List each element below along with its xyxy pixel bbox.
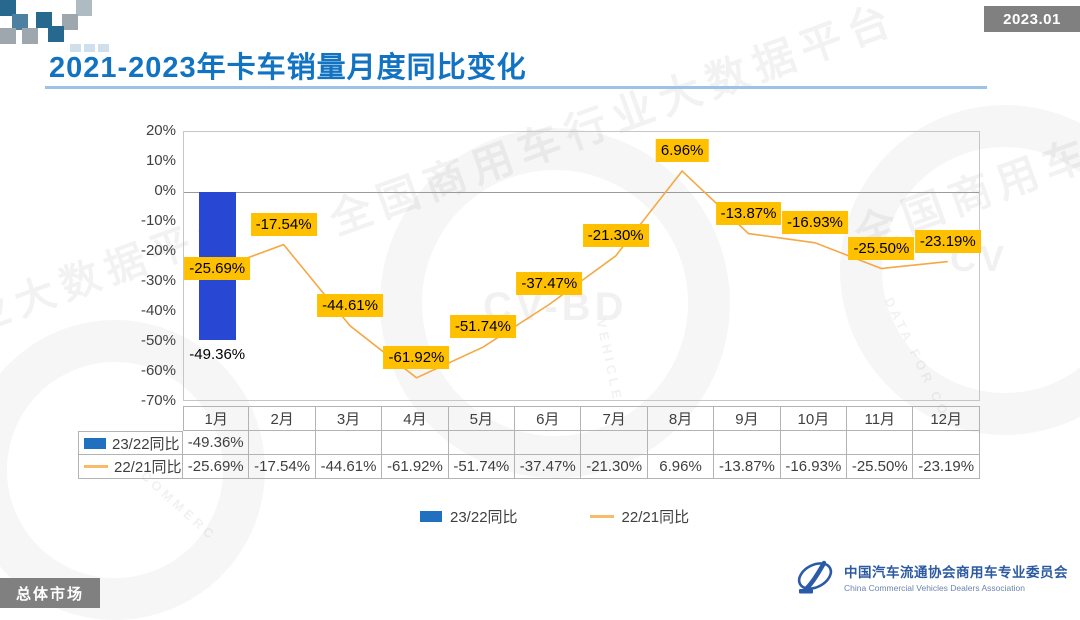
corner-mosaic-decoration [0,0,130,60]
y-axis-tick-label: -40% [140,302,176,319]
y-axis-tick-label: -20% [140,242,176,259]
table-value-cell: -23.19% [913,455,980,479]
bar-value-label: -49.36% [189,346,246,364]
report-date-badge: 2023.01 [984,6,1080,32]
table-month-header: 8月 [647,406,715,431]
table-value-cell [249,431,316,455]
table-month-header: 12月 [913,406,980,431]
table-month-header: 3月 [315,406,383,431]
legend-label: 22/21同比 [621,509,690,526]
legend-item-bar-series: 23/22同比 [420,506,518,527]
y-axis-tick-label: 10% [145,152,176,169]
table-value-cell [913,431,980,455]
table-month-header: 7月 [581,406,648,431]
line-series-swatch-icon [84,465,108,468]
line-value-label: -44.61% [317,293,383,317]
table-value-cell [780,431,848,455]
series-name: 22/21同比 [114,459,182,476]
table-value-cell: -37.47% [515,455,582,479]
table-value-cell: -21.30% [581,455,648,479]
table-value-cell: -44.61% [315,455,383,479]
table-value-cell [382,431,449,455]
table-value-cell: -16.93% [780,455,848,479]
page-title: 2021-2023年卡车销量月度同比变化 [49,52,527,84]
line-series-path [216,169,948,379]
table-month-header: 4月 [382,406,449,431]
organization-logo-icon [797,560,833,594]
line-value-label: -61.92% [383,345,450,369]
chart-legend: 23/22同比 22/21同比 [420,506,689,527]
organization-name-en: China Commercial Vehicles Dealers Associ… [844,583,1025,593]
table-value-cell: -25.69% [183,455,250,479]
organization-footer: 中国汽车流通协会商用车专业委员会 China Commercial Vehicl… [793,556,1068,598]
line-value-label: -25.69% [184,257,251,281]
table-value-cell [581,431,648,455]
line-value-label: -16.93% [782,210,848,234]
line-value-label: -21.30% [582,223,649,247]
table-value-cell [714,431,781,455]
table-month-header: 11月 [847,406,914,431]
section-badge: 总体市场 [0,578,100,608]
y-axis-tick-label: -50% [140,332,176,349]
line-value-label: 6.96% [655,139,709,163]
table-value-cell [647,431,715,455]
legend-label: 23/22同比 [450,509,518,526]
title-underline [45,86,987,89]
table-value-cell [847,431,914,455]
table-month-header: 9月 [714,406,781,431]
bar-series-swatch-icon [420,511,442,522]
y-axis-tick-label: -10% [140,212,176,229]
watermark-commercial: COMMERC [137,468,220,544]
table-value-cell [448,431,516,455]
line-value-label: -23.19% [914,229,981,253]
y-axis-tick-label: -60% [140,362,176,379]
y-axis-tick-label: -70% [140,392,176,409]
table-value-cell: -13.87% [714,455,781,479]
line-value-label: -13.87% [715,201,782,225]
legend-item-line-series: 22/21同比 [589,506,690,527]
organization-name-cn: 中国汽车流通协会商用车专业委员会 [844,565,1068,580]
y-axis-tick-label: -30% [140,272,176,289]
zero-axis-line [184,192,979,193]
table-month-header: 6月 [515,406,582,431]
table-month-header: 5月 [448,406,516,431]
table-value-cell: -17.54% [249,455,316,479]
series-name: 23/22同比 [112,435,180,453]
table-row-label: 22/21同比 [78,455,183,479]
line-value-label: -25.50% [848,236,915,260]
table-value-cell: -49.36% [183,431,250,455]
table-corner-blank [78,406,183,431]
table-value-cell: -51.74% [448,455,516,479]
chart-plot-area: -49.36% -25.69% -17.54% -44.61% -61.92% -51.7… [183,131,981,401]
table-value-cell [515,431,582,455]
table-month-header: 2月 [249,406,316,431]
y-axis-tick-label: 20% [145,122,176,139]
table-value-cell [315,431,383,455]
y-axis-tick-label: 0% [154,182,176,199]
line-series-swatch-icon [589,515,614,518]
line-value-label: -37.47% [516,272,583,296]
table-value-cell: -61.92% [382,455,449,479]
line-value-label: -51.74% [449,315,516,339]
table-value-cell: -25.50% [847,455,914,479]
table-month-header: 1月 [183,406,250,431]
bar-series-swatch-icon [84,437,106,449]
line-value-label: -17.54% [250,212,317,236]
chart-data-table: 1月 2月 3月 4月 5月 6月 7月 8月 9月 10月 11月 12月 23/22同比 -49.36… [78,406,980,479]
table-value-cell: 6.96% [647,455,715,479]
table-month-header: 10月 [780,406,848,431]
table-row-label: 23/22同比 [78,431,183,455]
